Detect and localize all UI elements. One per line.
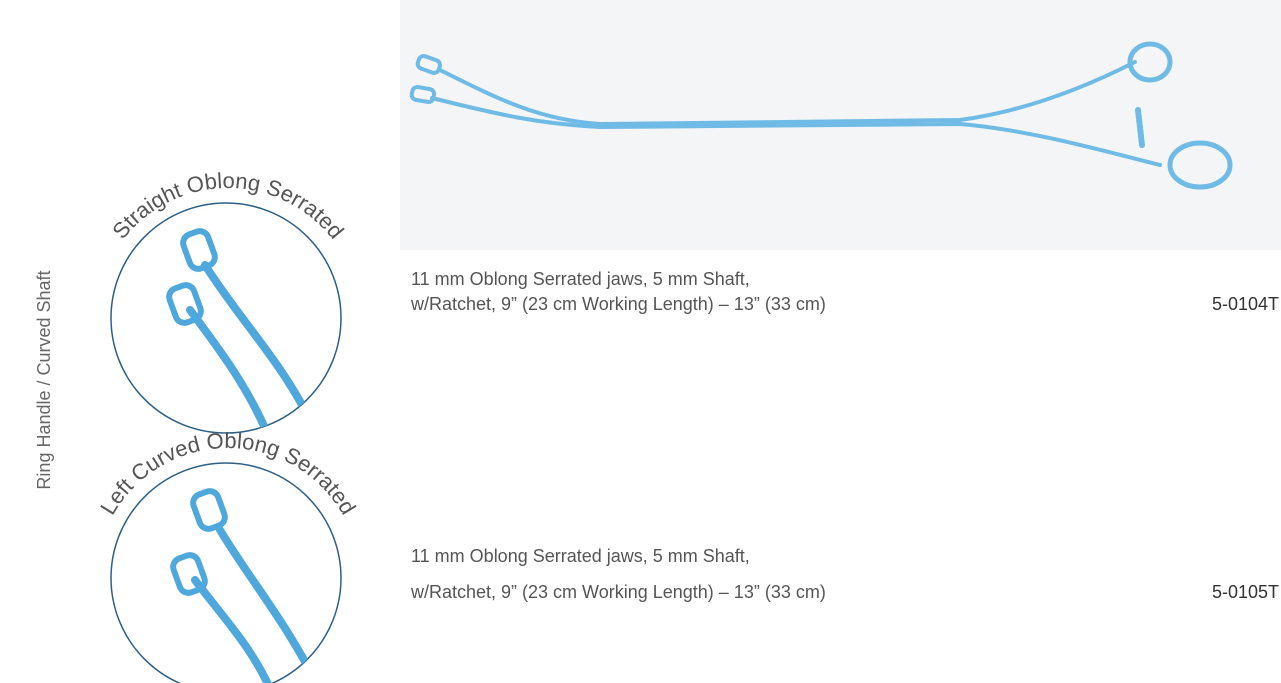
product-code: 5-0105T	[1212, 582, 1279, 602]
jaw-detail	[111, 463, 341, 683]
description-line: 11 mm Oblong Serrated jaws, 5 mm Shaft,	[411, 546, 750, 566]
side-label: Ring Handle / Curved Shaft	[34, 270, 54, 489]
product-code: 5-0104T	[1212, 294, 1279, 314]
description-line: 11 mm Oblong Serrated jaws, 5 mm Shaft,	[411, 269, 750, 289]
instrument-image	[400, 0, 1281, 250]
description-line: w/Ratchet, 9” (23 cm Working Length) – 1…	[410, 582, 826, 602]
description-line: w/Ratchet, 9” (23 cm Working Length) – 1…	[410, 294, 826, 314]
catalog-page: Ring Handle / Curved Shaft Straight Oblo…	[0, 0, 1281, 683]
jaw-detail	[111, 203, 341, 440]
